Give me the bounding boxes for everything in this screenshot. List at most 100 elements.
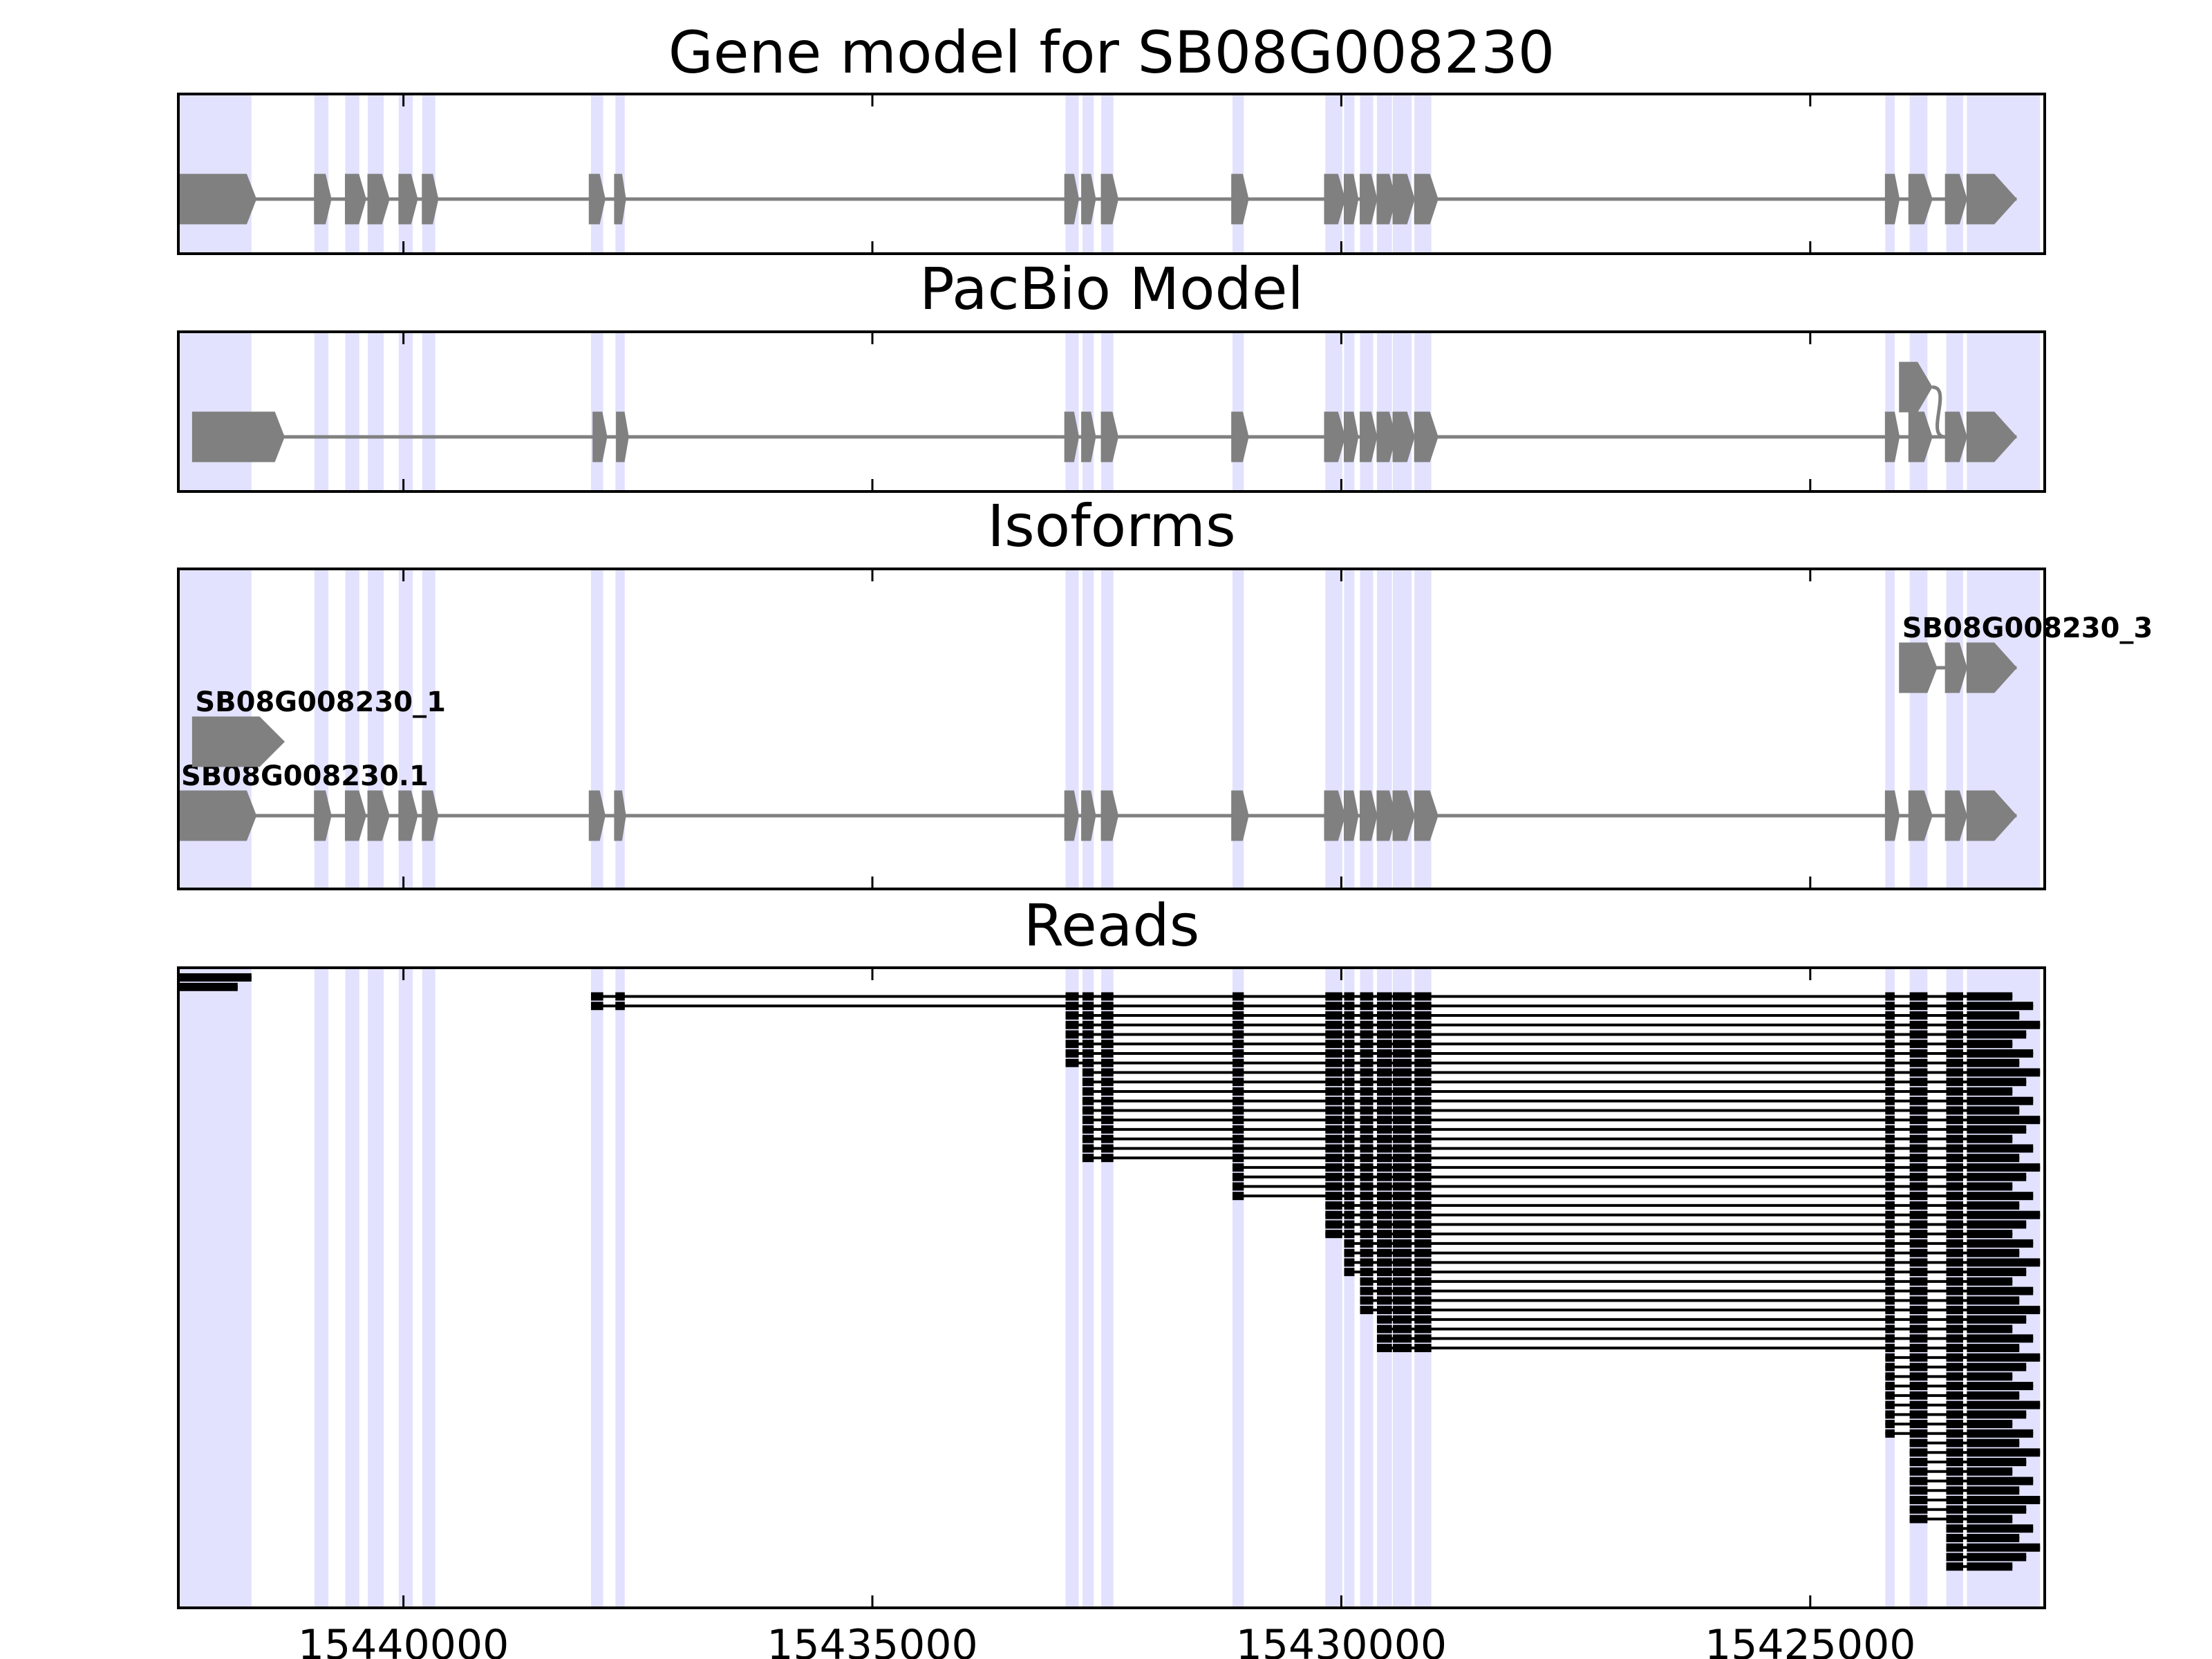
exon-highlight-band bbox=[345, 569, 359, 889]
read-block bbox=[1885, 1002, 1895, 1011]
read-block bbox=[1885, 1078, 1895, 1087]
read-block bbox=[1414, 1134, 1432, 1143]
read-block bbox=[1414, 1040, 1432, 1049]
read-block bbox=[1967, 1258, 2041, 1267]
read-block bbox=[1232, 1058, 1244, 1067]
read-block bbox=[1376, 1058, 1392, 1067]
read-block bbox=[1414, 1125, 1432, 1134]
read-block bbox=[1325, 1049, 1342, 1058]
exon bbox=[1360, 174, 1378, 225]
read-block bbox=[1360, 1258, 1374, 1267]
read-block bbox=[1909, 992, 1928, 1001]
read-block bbox=[1909, 1248, 1928, 1257]
exon bbox=[1081, 411, 1096, 462]
exon bbox=[1966, 174, 2017, 225]
read-block bbox=[1946, 1410, 1963, 1419]
read-block bbox=[1360, 1002, 1374, 1011]
read-block bbox=[1325, 1078, 1342, 1087]
read-block bbox=[1344, 1239, 1355, 1248]
read-block bbox=[1885, 1049, 1895, 1058]
read-block bbox=[1414, 992, 1432, 1001]
read-block bbox=[1967, 1344, 2020, 1353]
read-block bbox=[1376, 1286, 1392, 1295]
exon-highlight-band bbox=[1325, 569, 1342, 889]
read-block bbox=[1885, 1410, 1895, 1419]
panel-title: Reads bbox=[1024, 892, 1200, 959]
read-block bbox=[1360, 1116, 1374, 1125]
exon bbox=[1064, 411, 1080, 462]
read-block bbox=[1325, 992, 1342, 1001]
read-block bbox=[1414, 1163, 1432, 1172]
read-block bbox=[1967, 1296, 2020, 1305]
exon-highlight-band bbox=[1360, 569, 1374, 889]
read-block bbox=[1393, 1078, 1412, 1087]
exon bbox=[1231, 790, 1249, 841]
read-block bbox=[1946, 1078, 1963, 1087]
read-block bbox=[1376, 1116, 1392, 1125]
read-block bbox=[1946, 1391, 1963, 1400]
read-block bbox=[1344, 1134, 1355, 1143]
read-block bbox=[1360, 1058, 1374, 1067]
read-block bbox=[1946, 1524, 1963, 1533]
read-block bbox=[1344, 1210, 1355, 1219]
read-block bbox=[1946, 1106, 1963, 1115]
exon bbox=[1414, 790, 1438, 841]
read-block bbox=[1414, 1182, 1432, 1191]
read-block bbox=[1967, 992, 2013, 1001]
read-block bbox=[590, 1002, 603, 1011]
read-block bbox=[1393, 1182, 1412, 1191]
exon bbox=[1376, 174, 1396, 225]
read-block bbox=[1414, 1230, 1432, 1239]
exon-highlight-band bbox=[1101, 569, 1114, 889]
read-block bbox=[1082, 1134, 1094, 1143]
exon-highlight-band bbox=[615, 968, 625, 1608]
exon bbox=[314, 174, 332, 225]
read-block bbox=[1967, 1248, 2020, 1257]
read-block bbox=[1325, 1002, 1342, 1011]
read-block bbox=[1414, 1087, 1432, 1096]
read-block bbox=[1082, 1116, 1094, 1125]
splice-junction-curve bbox=[1931, 385, 1946, 439]
exon bbox=[1081, 174, 1096, 225]
exon-highlight-band bbox=[368, 968, 384, 1608]
read-block bbox=[1967, 1192, 2034, 1201]
read-block bbox=[1885, 1030, 1895, 1039]
read-block bbox=[1909, 1400, 1928, 1409]
read-block bbox=[1393, 1020, 1412, 1029]
read-block bbox=[1967, 1306, 2041, 1315]
read-block bbox=[1885, 1020, 1895, 1029]
read-block bbox=[1967, 1410, 2027, 1419]
read-block bbox=[1885, 1182, 1895, 1191]
read-block bbox=[1376, 1154, 1392, 1163]
read-block bbox=[1967, 1163, 2041, 1172]
read-block bbox=[1376, 1306, 1392, 1315]
read-block bbox=[1344, 992, 1355, 1001]
read-block bbox=[1885, 1296, 1895, 1305]
read-block bbox=[1885, 1058, 1895, 1067]
read-block bbox=[1885, 1011, 1895, 1020]
read-block bbox=[1909, 1078, 1928, 1087]
read-block bbox=[1360, 1286, 1374, 1295]
read-block bbox=[1885, 1268, 1895, 1277]
exon bbox=[1343, 790, 1359, 841]
read-block bbox=[1946, 992, 1963, 1001]
read-block bbox=[1414, 1078, 1432, 1087]
transcript-track: SB08G008230_3 bbox=[1899, 612, 2153, 693]
read-block bbox=[1967, 1078, 2027, 1087]
read-block bbox=[1393, 1201, 1412, 1210]
read-block bbox=[1325, 1134, 1342, 1143]
exon bbox=[1064, 174, 1080, 225]
read-block bbox=[1946, 1030, 1963, 1039]
read-block bbox=[1344, 1230, 1355, 1239]
transcript-track bbox=[1899, 362, 1946, 439]
read-block bbox=[1946, 1296, 1963, 1305]
read-block bbox=[1967, 1125, 2027, 1134]
read-block bbox=[1946, 1477, 1963, 1485]
panel-4: Reads bbox=[177, 892, 2046, 1609]
read-block bbox=[1967, 1230, 2013, 1239]
exon bbox=[1414, 411, 1438, 462]
read-block bbox=[1414, 1315, 1432, 1324]
exon bbox=[398, 790, 418, 841]
read-block bbox=[1909, 1486, 1928, 1495]
read-block bbox=[1967, 1011, 2020, 1020]
